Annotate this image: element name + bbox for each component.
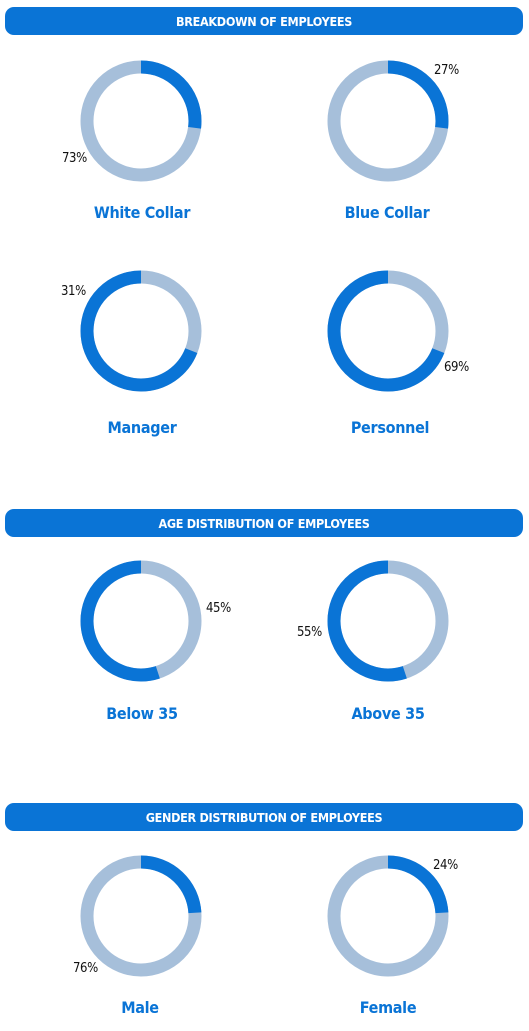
donut-arc-above-35 [327, 560, 449, 682]
percent-label-blue-collar: 27% [434, 63, 459, 78]
donut-label-manager: Manager [107, 418, 177, 437]
donut-label-above-35: Above 35 [351, 704, 425, 723]
donut-label-female: Female [359, 998, 417, 1017]
percent-label-above-35: 55% [297, 625, 322, 640]
percent-label-personnel: 69% [444, 360, 469, 375]
section-header-breakdown: BREAKDOWN OF EMPLOYEES [5, 7, 523, 35]
section-header-gender: GENDER DISTRIBUTION OF EMPLOYEES [5, 803, 523, 831]
percent-label-female: 24% [433, 858, 458, 873]
donut-arc-manager [80, 270, 202, 392]
percent-label-manager: 31% [61, 284, 86, 299]
donut-arc-white-collar [80, 60, 202, 182]
percent-label-male: 76% [73, 961, 98, 976]
donut-label-personnel: Personnel [350, 418, 430, 437]
donut-arc-blue-collar [327, 60, 449, 182]
donut-label-blue-collar: Blue Collar [344, 203, 430, 222]
donut-arc-personnel [327, 270, 449, 392]
percent-label-below-35: 45% [206, 601, 231, 616]
donut-arc-below-35 [80, 560, 202, 682]
percent-label-white-collar: 73% [62, 151, 87, 166]
section-header-age: AGE DISTRIBUTION OF EMPLOYEES [5, 509, 523, 537]
section-title: GENDER DISTRIBUTION OF EMPLOYEES [145, 809, 383, 825]
donut-arc-female [327, 855, 449, 977]
section-title: BREAKDOWN OF EMPLOYEES [175, 13, 353, 29]
donut-arc-male [80, 855, 202, 977]
donut-label-male: Male [121, 998, 159, 1017]
donut-label-white-collar: White Collar [93, 203, 191, 222]
donut-label-below-35: Below 35 [106, 704, 178, 723]
section-title: AGE DISTRIBUTION OF EMPLOYEES [158, 515, 370, 531]
